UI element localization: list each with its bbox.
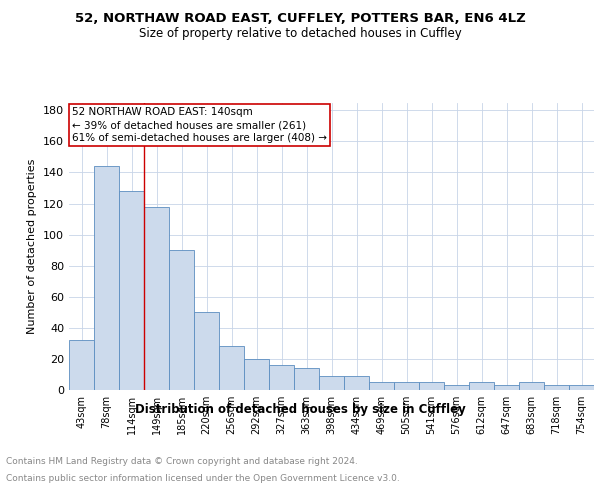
- Text: Distribution of detached houses by size in Cuffley: Distribution of detached houses by size …: [134, 402, 466, 415]
- Bar: [319, 376, 344, 390]
- Bar: [444, 386, 469, 390]
- Bar: [519, 382, 544, 390]
- Bar: [344, 376, 369, 390]
- Bar: [194, 312, 219, 390]
- Bar: [494, 386, 519, 390]
- Bar: [294, 368, 319, 390]
- Bar: [369, 382, 394, 390]
- Bar: [544, 386, 569, 390]
- Text: 52 NORTHAW ROAD EAST: 140sqm
← 39% of detached houses are smaller (261)
61% of s: 52 NORTHAW ROAD EAST: 140sqm ← 39% of de…: [71, 107, 326, 143]
- Text: 52, NORTHAW ROAD EAST, CUFFLEY, POTTERS BAR, EN6 4LZ: 52, NORTHAW ROAD EAST, CUFFLEY, POTTERS …: [74, 12, 526, 26]
- Bar: [469, 382, 494, 390]
- Bar: [119, 191, 144, 390]
- Bar: [569, 386, 594, 390]
- Bar: [269, 365, 294, 390]
- Bar: [219, 346, 244, 390]
- Bar: [244, 359, 269, 390]
- Text: Contains HM Land Registry data © Crown copyright and database right 2024.: Contains HM Land Registry data © Crown c…: [6, 458, 358, 466]
- Bar: [144, 206, 169, 390]
- Text: Size of property relative to detached houses in Cuffley: Size of property relative to detached ho…: [139, 28, 461, 40]
- Y-axis label: Number of detached properties: Number of detached properties: [28, 158, 37, 334]
- Bar: [94, 166, 119, 390]
- Text: Contains public sector information licensed under the Open Government Licence v3: Contains public sector information licen…: [6, 474, 400, 483]
- Bar: [169, 250, 194, 390]
- Bar: [394, 382, 419, 390]
- Bar: [69, 340, 94, 390]
- Bar: [419, 382, 444, 390]
